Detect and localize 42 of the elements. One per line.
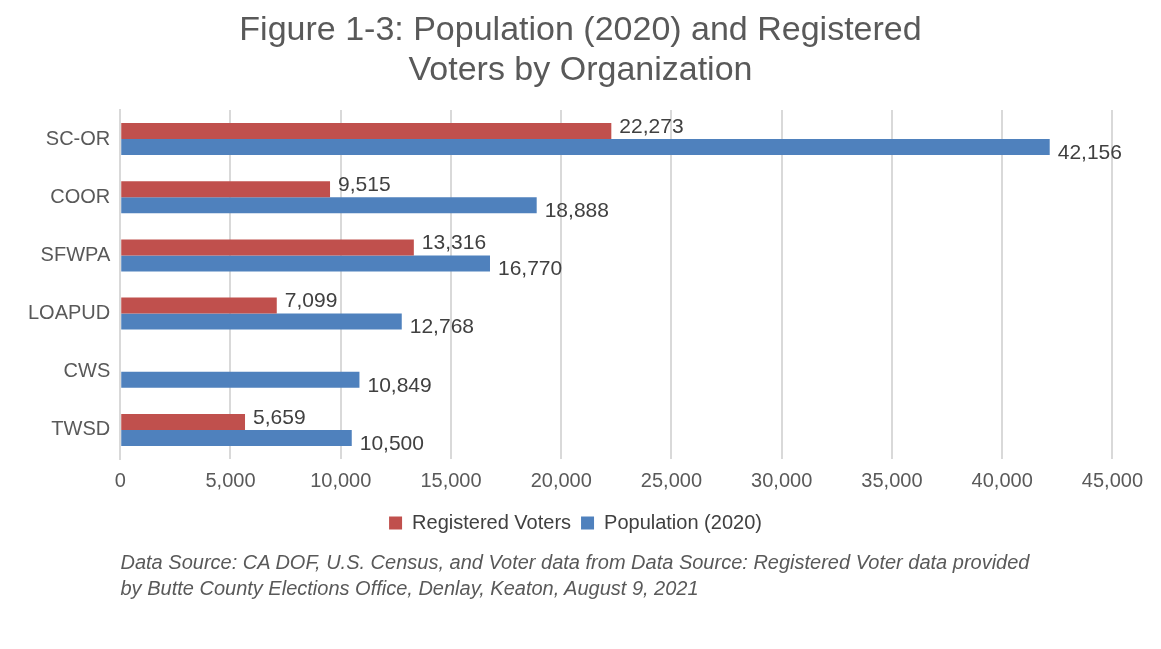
- bar: [121, 297, 277, 314]
- y-tick-label: SFWPA: [40, 242, 111, 265]
- bar: [121, 255, 490, 272]
- x-tick-label: 0: [114, 468, 126, 491]
- x-tick-label: 30,000: [751, 468, 813, 491]
- bar: [121, 197, 537, 214]
- legend-label: Population (2020): [604, 510, 762, 533]
- y-tick-label: TWSD: [51, 417, 111, 440]
- data-label: 5,659: [253, 404, 306, 428]
- data-label: 42,156: [1057, 139, 1122, 163]
- data-label: 22,273: [619, 113, 684, 137]
- data-label: 7,099: [284, 288, 338, 312]
- bar: [121, 181, 331, 198]
- data-label: 10,849: [367, 372, 432, 396]
- x-tick-label: 45,000: [1081, 468, 1143, 491]
- bar: [121, 123, 612, 140]
- data-label: 16,770: [497, 256, 563, 280]
- data-label: 12,768: [409, 314, 474, 338]
- bar: [121, 413, 246, 430]
- y-tick-label: LOAPUD: [28, 301, 111, 324]
- chart-title: Figure 1-3: Population (2020) and Registered Voters by Organization: [238, 8, 923, 88]
- bar: [121, 371, 360, 388]
- x-tick-label: 5,000: [205, 468, 256, 491]
- x-tick-label: 20,000: [530, 468, 592, 491]
- legend-label: Registered Voters: [412, 510, 572, 533]
- data-label: 10,500: [359, 430, 424, 454]
- source-note: Data Source: CA DOF, U.S. Census, and Voter data from Data Source: Registered Voter data provided by Butte County Elections Office, Denlay, Keaton, August 9, 2021: [120, 550, 1031, 601]
- data-label: 18,888: [544, 198, 609, 222]
- bar: [121, 139, 1050, 156]
- x-tick-label: 15,000: [420, 468, 482, 491]
- x-tick-label: 25,000: [640, 468, 703, 491]
- x-tick-label: 35,000: [861, 468, 923, 491]
- y-tick-label: CWS: [63, 359, 111, 382]
- bar: [121, 313, 402, 330]
- data-label: 9,515: [338, 172, 391, 196]
- data-label: 13,316: [421, 230, 487, 254]
- bar: [121, 239, 414, 256]
- x-tick-label: 40,000: [971, 468, 1033, 491]
- y-tick-label: SC-OR: [45, 126, 111, 149]
- bar: [121, 429, 352, 446]
- y-tick-label: COOR: [50, 184, 111, 207]
- x-tick-label: 10,000: [310, 468, 372, 491]
